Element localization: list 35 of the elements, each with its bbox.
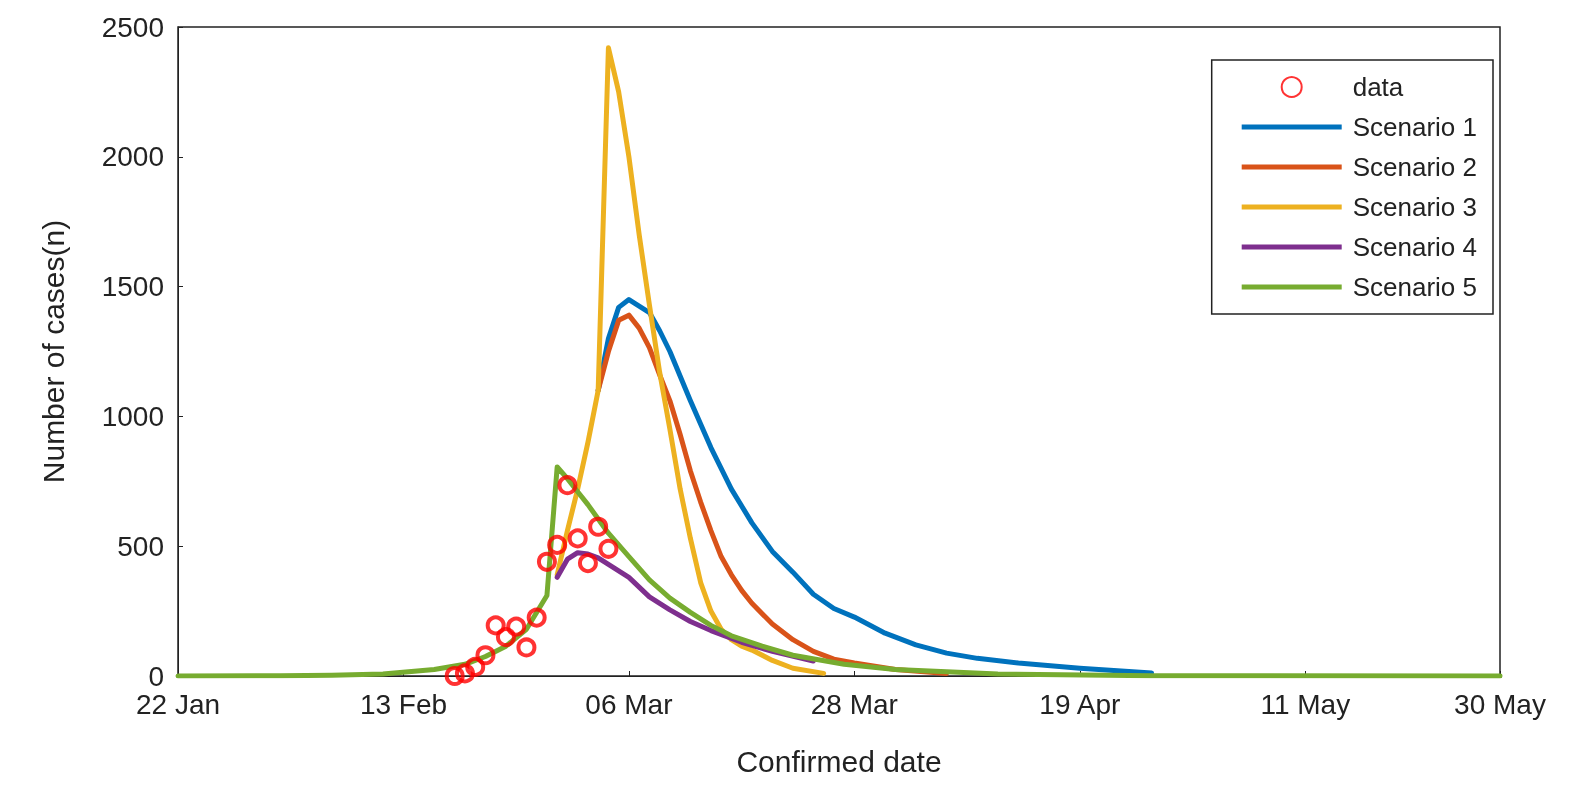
point	[444, 666, 465, 686]
x-tick-label: 30 May	[1454, 688, 1546, 720]
x-tick-label: 13 Feb	[359, 688, 448, 720]
point	[485, 615, 506, 636]
y-tick-label: 1000	[101, 400, 164, 432]
y-tick-label: 1500	[101, 271, 164, 303]
y-tick-label: 2000	[101, 141, 164, 173]
legend-label: Scenario 2	[1352, 152, 1478, 182]
point	[598, 538, 619, 559]
point	[454, 663, 475, 684]
legend-label: Scenario 3	[1352, 192, 1478, 222]
legend-label: Scenario 4	[1352, 232, 1478, 262]
point	[567, 528, 588, 549]
y-tick-label: 500	[117, 530, 164, 562]
point	[547, 534, 568, 555]
point	[557, 475, 578, 496]
point	[465, 656, 486, 677]
y-tick-label: 2500	[101, 11, 164, 43]
legend-label: Scenario 5	[1352, 272, 1478, 302]
point	[577, 553, 598, 574]
x-axis-title: Confirmed date	[736, 744, 942, 778]
point	[506, 616, 527, 637]
point	[495, 627, 516, 648]
point	[536, 551, 557, 572]
x-tick-label: 11 May	[1260, 688, 1351, 720]
point	[526, 607, 547, 628]
x-tick-label: 19 Apr	[1039, 688, 1121, 720]
y-axis-title: Number of cases(n)	[36, 219, 70, 484]
x-tick-label: 06 Mar	[585, 688, 673, 720]
point	[588, 516, 609, 537]
legend-label: data	[1352, 72, 1404, 102]
point	[475, 645, 496, 666]
legend-label: Scenario 1	[1352, 112, 1478, 142]
x-tick-label: 28 Mar	[810, 688, 898, 720]
point	[516, 637, 537, 658]
